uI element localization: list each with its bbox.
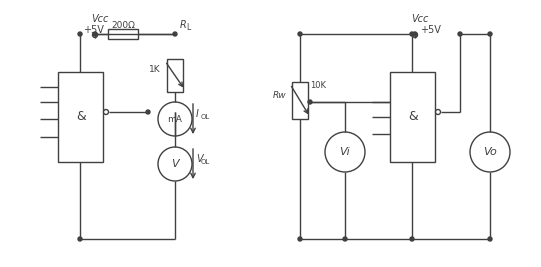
Bar (292, 82, 308, 119)
Circle shape (298, 32, 302, 36)
Circle shape (78, 32, 82, 36)
Text: V: V (196, 154, 203, 164)
Circle shape (413, 32, 417, 36)
Text: R: R (180, 20, 187, 30)
Circle shape (488, 237, 492, 241)
Circle shape (173, 32, 177, 36)
Text: V: V (171, 159, 179, 169)
Circle shape (78, 237, 82, 241)
Text: I: I (196, 109, 199, 119)
Text: &: & (76, 111, 86, 124)
Circle shape (146, 110, 150, 114)
Circle shape (410, 237, 414, 241)
Circle shape (410, 32, 414, 36)
Circle shape (93, 32, 97, 36)
Bar (390, 72, 435, 162)
Text: 200Ω: 200Ω (111, 21, 135, 29)
Text: Vcc: Vcc (91, 14, 109, 24)
Text: mA: mA (168, 115, 182, 124)
Bar (108, 29, 138, 39)
Circle shape (308, 100, 312, 104)
Text: Vo: Vo (483, 147, 497, 157)
Circle shape (93, 33, 97, 37)
Text: Vi: Vi (340, 147, 351, 157)
Text: +5V: +5V (83, 25, 104, 35)
Text: OL: OL (201, 114, 210, 120)
Bar (58, 72, 103, 162)
Circle shape (343, 237, 347, 241)
Text: OL: OL (201, 159, 210, 165)
Text: 10K: 10K (310, 80, 326, 89)
Text: L: L (186, 23, 190, 33)
Circle shape (436, 109, 440, 115)
Circle shape (412, 33, 418, 37)
Text: Vcc: Vcc (411, 14, 428, 24)
Text: +5V: +5V (420, 25, 441, 35)
Circle shape (103, 109, 109, 115)
Circle shape (298, 237, 302, 241)
Circle shape (458, 32, 462, 36)
Text: Rw: Rw (272, 91, 286, 100)
Text: &: & (408, 111, 418, 124)
Bar (167, 59, 183, 92)
Circle shape (488, 32, 492, 36)
Text: 1K: 1K (149, 65, 161, 73)
